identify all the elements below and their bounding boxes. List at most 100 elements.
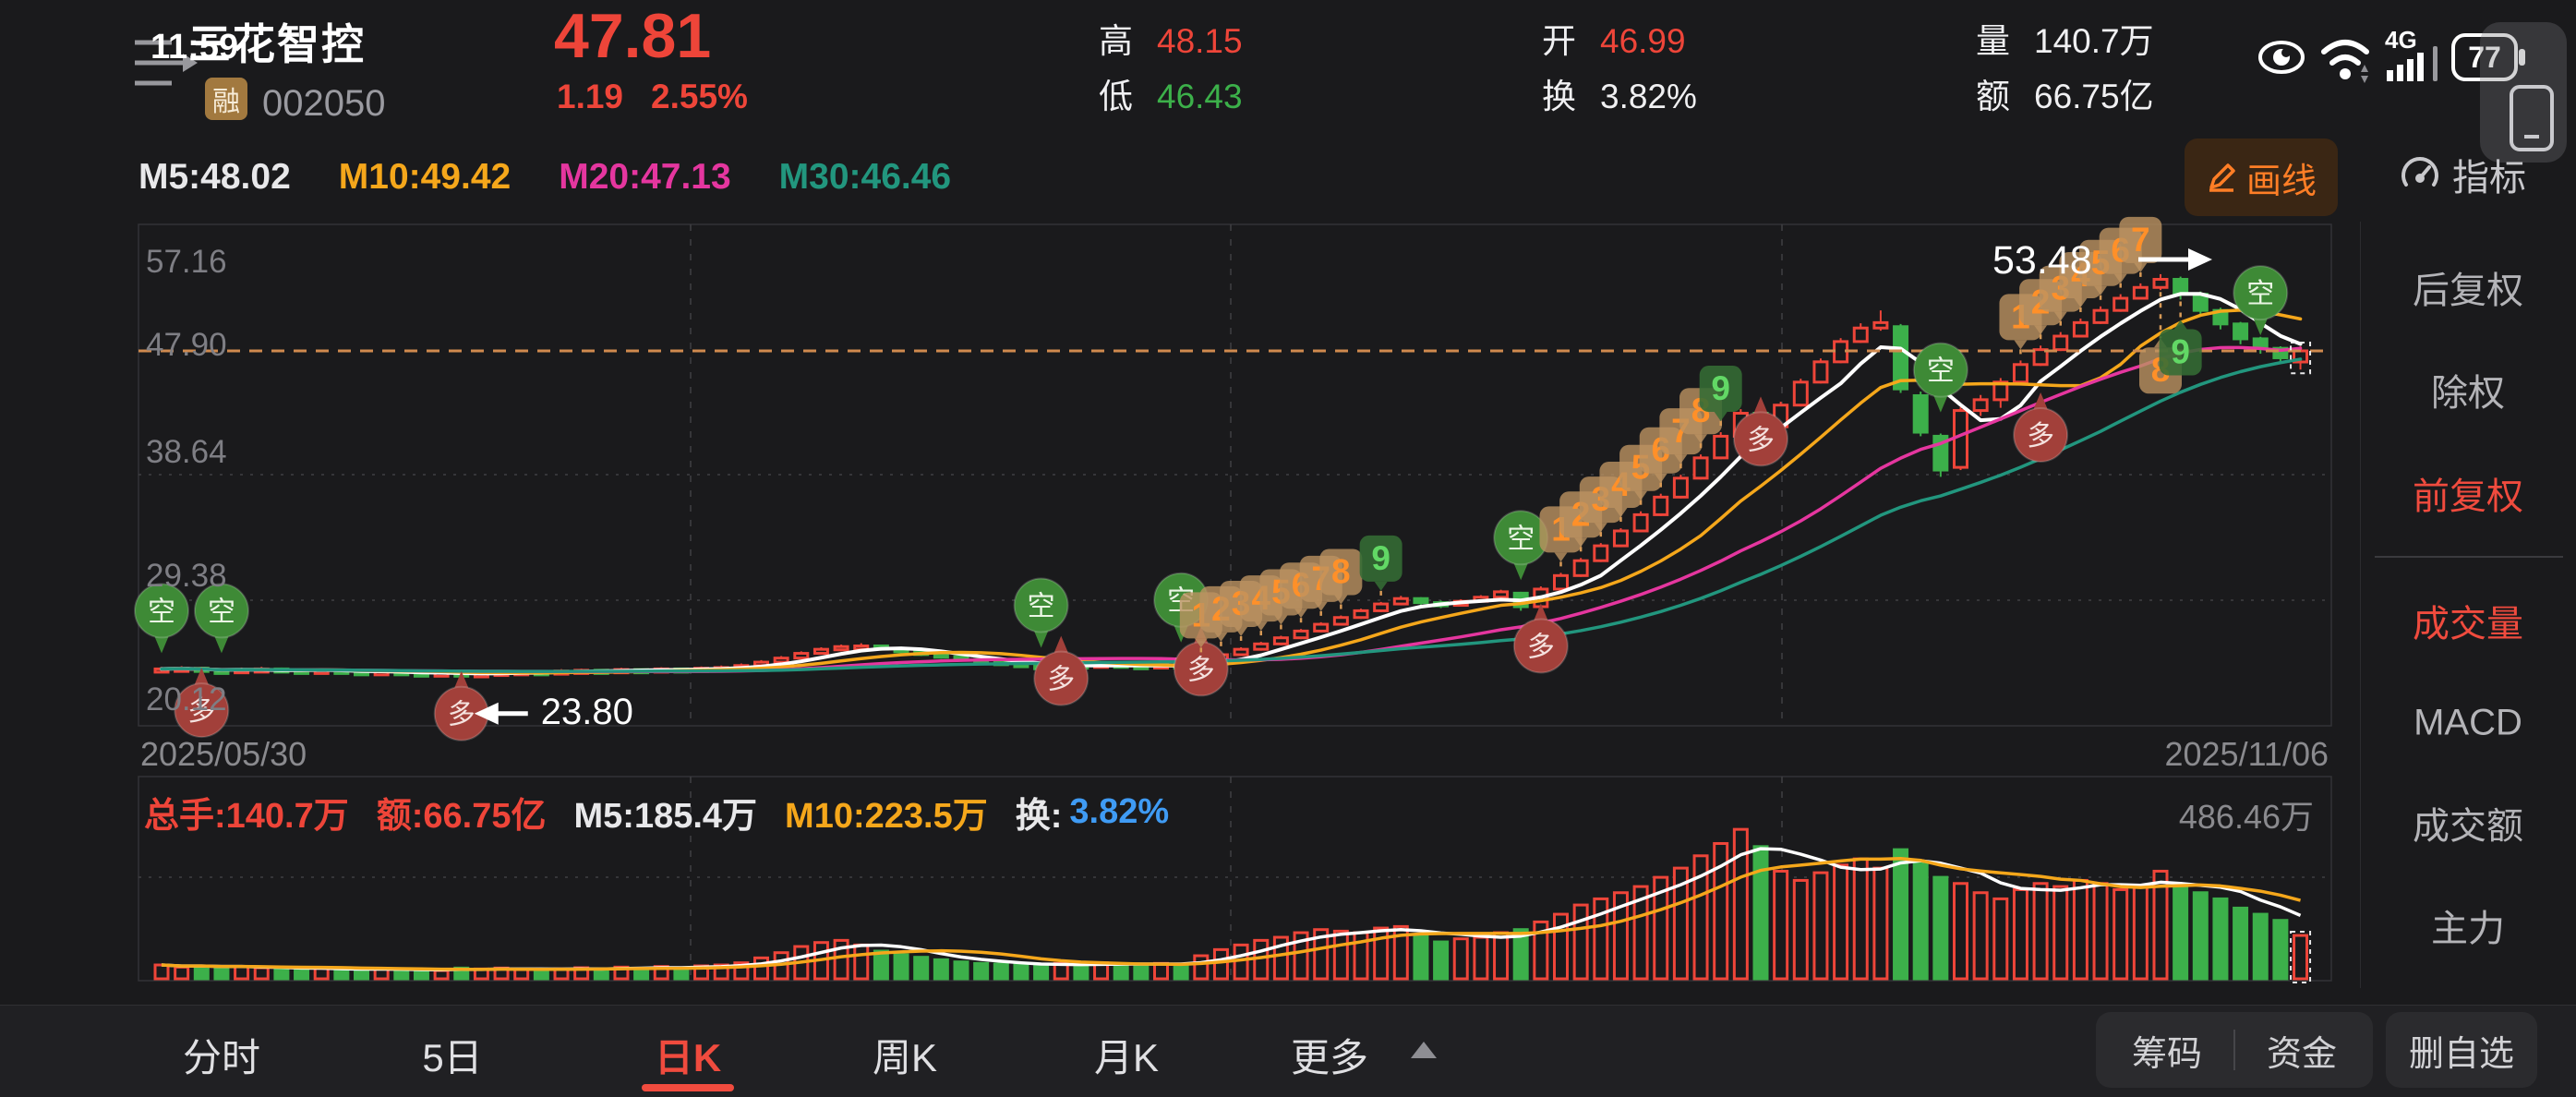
badge-kong[interactable]: 空 (193, 583, 249, 654)
low-price-marker: 23.80 (540, 691, 633, 732)
y-tick-4: 29.38 (146, 558, 227, 594)
svg-text:多: 多 (1047, 665, 1075, 695)
svg-text:空: 空 (2246, 279, 2274, 309)
volume-total: 总手:140.7万 (144, 797, 349, 836)
svg-text:空: 空 (148, 597, 175, 627)
svg-text:多: 多 (448, 700, 475, 730)
y-tick-1: 57.16 (146, 244, 227, 280)
badge-kong[interactable]: 空 (1912, 342, 1968, 413)
svg-text:9: 9 (2171, 332, 2190, 370)
volume-amount: 额:66.75亿 (376, 797, 547, 836)
tab-weekly-k[interactable]: 周K (872, 1036, 938, 1079)
floating-window-tool[interactable] (2480, 22, 2567, 163)
svg-text:7: 7 (2131, 221, 2150, 259)
sidebar-item-volume[interactable]: 成交量 (2413, 604, 2523, 645)
pencil-icon (2209, 163, 2235, 192)
svg-text:4G: 4G (2385, 26, 2417, 54)
svg-text:多: 多 (1747, 425, 1775, 455)
wifi-icon (2321, 40, 2369, 83)
latest-candle-highlight (2290, 342, 2312, 375)
price-change-percent: 2.55% (651, 78, 748, 115)
sidebar-item-chuquan[interactable]: 除权 (2431, 373, 2505, 414)
eye-icon (2258, 41, 2305, 74)
svg-text:多: 多 (1187, 655, 1215, 685)
svg-text:9: 9 (1711, 369, 1730, 407)
volume-ma5: M5:185.4万 (573, 797, 758, 836)
badge-kong[interactable]: 空 (1013, 577, 1069, 648)
stat-turnover: 换 3.82% (1542, 78, 1697, 115)
badge-number[interactable]: 9 (1699, 366, 1742, 431)
price-change: 1.19 (557, 78, 624, 115)
ma-labels: M5:48.02 M10:49.42 M20:47.13 M30:46.46 (138, 157, 951, 198)
badge-number[interactable]: 9 (1359, 535, 1402, 600)
sidebar-item-qianfuquan[interactable]: 前复权 (2413, 476, 2523, 517)
svg-text:空: 空 (1028, 592, 1055, 622)
stat-high: 高 48.15 (1099, 22, 1243, 60)
badge-duo[interactable]: 多 (1033, 635, 1089, 706)
ma10-label: M10:49.42 (338, 157, 512, 197)
indicator-button[interactable]: 指标 (2399, 148, 2526, 201)
badge-duo[interactable]: 多 (1733, 396, 1788, 467)
active-tab-underline (642, 1084, 734, 1091)
badge-duo[interactable]: 多 (1512, 603, 1569, 674)
badge-kong[interactable]: 空 (2233, 265, 2289, 336)
more-arrow-icon[interactable] (1411, 1042, 1437, 1058)
svg-text:空: 空 (1507, 524, 1535, 554)
tab-daily-k[interactable]: 日K (654, 1036, 722, 1079)
tab-monthly-k[interactable]: 月K (1093, 1036, 1160, 1079)
sidebar-item-houfuquan[interactable]: 后复权 (2413, 271, 2523, 311)
sidebar-separator (2360, 222, 2361, 988)
peak-price-marker: 53.48 (1992, 238, 2092, 283)
menu-icon[interactable] (129, 33, 212, 94)
status-icons: 4G 77 (2258, 26, 2525, 83)
badge-number[interactable]: 8 (1319, 548, 1363, 614)
badge-duo[interactable]: 多 (2013, 392, 2069, 463)
svg-text:多: 多 (187, 696, 215, 727)
margin-trading-badge: 融 (205, 78, 247, 120)
status-time: 11:59 (150, 28, 239, 66)
tab-minute[interactable]: 分时 (182, 1036, 261, 1079)
y-tick-2: 47.90 (146, 327, 227, 363)
ma20-label: M20:47.13 (559, 157, 731, 197)
funds-button[interactable]: 资金 (2267, 1034, 2338, 1074)
turnover-value: 3.82% (1069, 792, 1170, 831)
chips-button[interactable]: 筹码 (2131, 1034, 2202, 1074)
volume-axis-max: 486.46万 (2178, 798, 2314, 836)
battery-icon: 77 (2451, 33, 2525, 81)
svg-text:多: 多 (1527, 632, 1555, 662)
chips-funds-button[interactable]: 筹码 资金 (2096, 1012, 2373, 1088)
gauge-icon (2401, 157, 2438, 187)
ma30-line (160, 357, 2303, 673)
low-arrow (474, 702, 528, 725)
sidebar-divider (2375, 556, 2563, 558)
tab-5day[interactable]: 5日 (422, 1036, 483, 1079)
y-tick-3: 38.64 (146, 434, 227, 470)
badge-kong[interactable]: 空 (134, 583, 189, 654)
svg-text:空: 空 (1927, 356, 1955, 387)
ma5-label: M5:48.02 (138, 157, 291, 197)
draw-line-button[interactable]: 画线 (2185, 139, 2338, 216)
stat-low: 低 46.43 (1099, 78, 1243, 115)
badge-duo[interactable]: 多 (433, 670, 489, 741)
svg-text:空: 空 (208, 597, 235, 627)
delete-watchlist-button[interactable]: 删自选 (2386, 1012, 2537, 1088)
signal-4g-icon: 4G (2385, 26, 2438, 81)
badge-number[interactable]: 7 (2119, 216, 2162, 282)
chart-end-date: 2025/11/06 (2164, 735, 2329, 773)
badge-duo[interactable]: 多 (174, 668, 230, 739)
badge-kong[interactable]: 空 (1493, 510, 1549, 581)
latest-volume-highlight (2290, 931, 2312, 983)
y-tick-5: 20.12 (146, 681, 227, 717)
badge-number[interactable]: 9 (2159, 301, 2202, 376)
sidebar-item-macd[interactable]: MACD (2413, 702, 2522, 743)
chart-grid (138, 223, 2332, 982)
tab-more[interactable]: 更多 (1290, 1036, 1369, 1079)
volume-header: 总手:140.7万 额:66.75亿 M5:185.4万 M10:223.5万 … (144, 787, 1169, 838)
sidebar-item-amount[interactable]: 成交额 (2413, 806, 2523, 847)
volume-ma10: M10:223.5万 (785, 797, 988, 836)
svg-text:8: 8 (1331, 553, 1351, 591)
sidebar-item-main-force[interactable]: 主力 (2431, 909, 2505, 949)
stat-amount: 额 66.75亿 (1976, 78, 2154, 115)
